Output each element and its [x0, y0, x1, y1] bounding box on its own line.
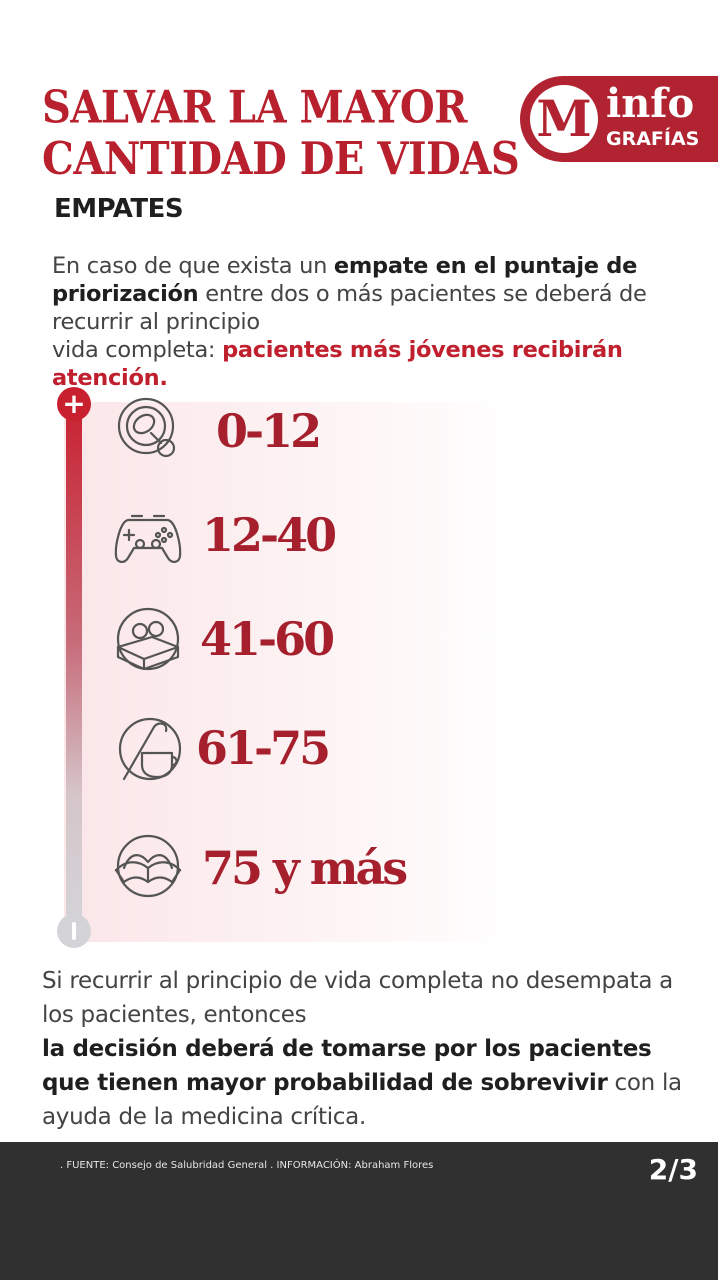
age-group-61-75: 61-75: [196, 721, 331, 775]
title-line-1: SALVAR LA MAYOR: [42, 80, 467, 134]
page-indicator: 2/3: [648, 1153, 698, 1186]
logo-grafias-text: GRAFÍAS: [606, 128, 700, 150]
outro-paragraph: Si recurrir al principio de vida complet…: [42, 964, 682, 1134]
outro-bold-text: la decisión deberá de tomarse por los pa…: [42, 1036, 652, 1096]
gamepad-icon: [112, 500, 184, 572]
milenio-infografias-logo: M info GRAFÍAS: [520, 76, 718, 162]
intro-text-3: vida completa:: [52, 337, 223, 363]
intro-text-2: entre dos o más pacientes se deberá de r…: [52, 281, 647, 335]
minus-icon: [57, 914, 91, 948]
age-group-0-12: 0-12: [216, 404, 322, 458]
page-title: SALVAR LA MAYOR CANTIDAD DE VIDAS: [42, 80, 520, 186]
age-priority-panel: [64, 402, 524, 942]
age-group-12-40: 12-40: [202, 508, 337, 562]
age-group-41-60: 41-60: [200, 612, 335, 666]
priority-scale-bar: [66, 400, 82, 930]
glasses-books-icon: [112, 603, 184, 675]
plus-icon: +: [57, 387, 91, 421]
footer: . FUENTE: Consejo de Salubridad General …: [0, 1142, 718, 1280]
intro-bold-text: empate en el puntaje de priorización: [52, 253, 638, 307]
section-heading: EMPATES: [54, 194, 184, 224]
intro-highlight-text: pacientes más jóvenes recibirán atención…: [52, 337, 623, 391]
title-line-2: CANTIDAD DE VIDAS: [42, 132, 520, 186]
intro-paragraph: En caso de que exista un empate en el pu…: [52, 252, 702, 392]
source-credit: . FUENTE: Consejo de Salubridad General …: [60, 1160, 434, 1171]
logo-m-badge: M: [530, 85, 598, 153]
age-group-75-mas: 75 y más: [202, 841, 408, 895]
pacifier-icon: [115, 393, 187, 465]
logo-info-text: info: [606, 80, 695, 127]
open-book-icon: [112, 830, 184, 902]
outro-text-1: Si recurrir al principio de vida complet…: [42, 968, 673, 1028]
cane-cup-icon: [114, 713, 186, 785]
outro-text-2: con la ayuda de la medicina crítica.: [42, 1070, 682, 1130]
intro-text-1: En caso de que exista un: [52, 253, 334, 279]
